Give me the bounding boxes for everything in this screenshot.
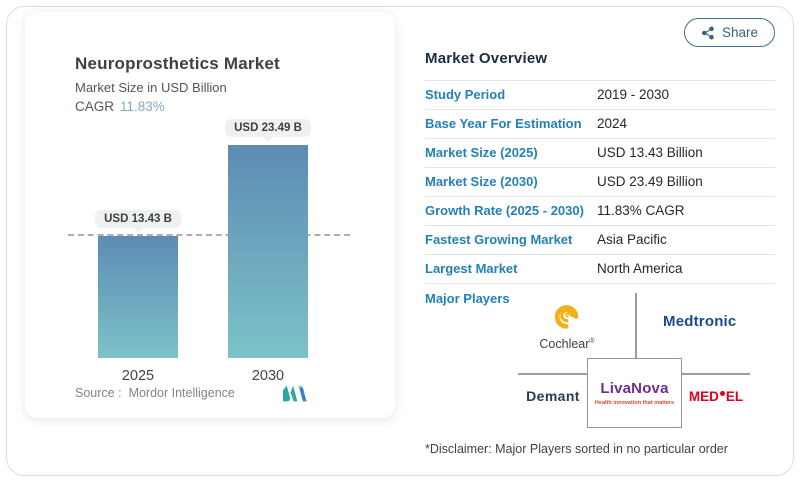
livanova-logo-card: LivaNova Health innovation that matters: [587, 358, 682, 428]
table-row: Study Period 2019 - 2030: [425, 81, 775, 110]
row-label: Fastest Growing Market: [425, 232, 573, 247]
cagr-label: CAGR: [75, 99, 115, 114]
row-value: USD 23.49 Billion: [597, 174, 703, 189]
cochlear-wordmark: Cochlear®: [539, 337, 595, 351]
table-row: Market Size (2025) USD 13.43 Billion: [425, 139, 775, 168]
row-label: Largest Market: [425, 261, 518, 276]
medtronic-logo: Medtronic: [663, 313, 737, 330]
row-label: Market Size (2030): [425, 174, 538, 189]
disclaimer-text: *Disclaimer: Major Players sorted in no …: [425, 442, 728, 456]
table-row: Fastest Growing Market Asia Pacific: [425, 226, 775, 255]
row-value: USD 13.43 Billion: [597, 145, 703, 160]
mordor-intelligence-logo-icon: [283, 385, 307, 402]
row-value: Asia Pacific: [597, 232, 667, 247]
source-label: Source :: [75, 386, 122, 400]
row-value: North America: [597, 261, 683, 276]
bar-chart: USD 13.43 B 2025 USD 23.49 B 2030: [68, 112, 350, 384]
medel-dot-icon: [719, 390, 725, 396]
divider-horizontal-right: [682, 373, 750, 375]
share-button[interactable]: Share: [683, 18, 775, 47]
medel-logo: MED EL: [688, 389, 744, 404]
cochlear-swirl-icon: [554, 305, 579, 329]
row-value: 2019 - 2030: [597, 87, 670, 102]
share-button-label: Share: [721, 25, 758, 40]
bar-group-2025: USD 13.43 B 2025: [95, 210, 181, 384]
row-label: Study Period: [425, 87, 506, 102]
major-players-label: Major Players: [425, 291, 510, 306]
bar-label-pointer: [263, 137, 273, 142]
overview-heading: Market Overview: [425, 50, 548, 67]
row-value: 11.83% CAGR: [597, 203, 685, 218]
x-axis-label-2030: 2030: [251, 368, 285, 384]
divider-horizontal-left: [518, 373, 587, 375]
chart-subtitle: Market Size in USD Billion: [75, 80, 227, 95]
livanova-tagline: Health innovation that matters: [594, 400, 675, 406]
cochlear-logo: Cochlear®: [537, 301, 597, 351]
table-row: Largest Market North America: [425, 255, 775, 284]
table-row: Growth Rate (2025 - 2030) 11.83% CAGR: [425, 197, 775, 226]
row-label: Growth Rate (2025 - 2030): [425, 203, 584, 218]
chart-card: Neuroprosthetics Market Market Size in U…: [25, 12, 395, 418]
overview-table: Study Period 2019 - 2030 Base Year For E…: [425, 80, 775, 284]
table-row: Market Size (2030) USD 23.49 Billion: [425, 168, 775, 197]
bar-label-pointer: [133, 228, 143, 233]
source-attribution: Source : Mordor Intelligence: [75, 386, 345, 400]
chart-title: Neuroprosthetics Market: [75, 54, 280, 73]
livanova-wordmark: LivaNova: [600, 380, 669, 397]
demant-logo: Demant: [526, 388, 580, 404]
bar-2025: [98, 236, 178, 358]
cagr-line: CAGR 11.83%: [75, 99, 165, 114]
bar-value-label-2030: USD 23.49 B: [225, 119, 311, 137]
x-axis-label-2025: 2025: [121, 368, 155, 384]
share-icon: [702, 26, 714, 39]
bar-group-2030: USD 23.49 B 2030: [225, 119, 311, 384]
bar-value-label-2025: USD 13.43 B: [95, 210, 181, 228]
row-label: Market Size (2025): [425, 145, 538, 160]
row-label: Base Year For Estimation: [425, 116, 582, 131]
cagr-value: 11.83%: [120, 99, 165, 114]
divider-vertical: [635, 293, 637, 358]
bar-2030: [228, 145, 308, 358]
registered-mark: ®: [589, 337, 595, 345]
table-row: Base Year For Estimation 2024: [425, 110, 775, 139]
reference-line: [68, 234, 350, 236]
source-value: Mordor Intelligence: [128, 386, 235, 400]
major-players-section: Major Players Cochlear® Medtronic Demant…: [425, 285, 777, 435]
row-value: 2024: [597, 116, 628, 131]
